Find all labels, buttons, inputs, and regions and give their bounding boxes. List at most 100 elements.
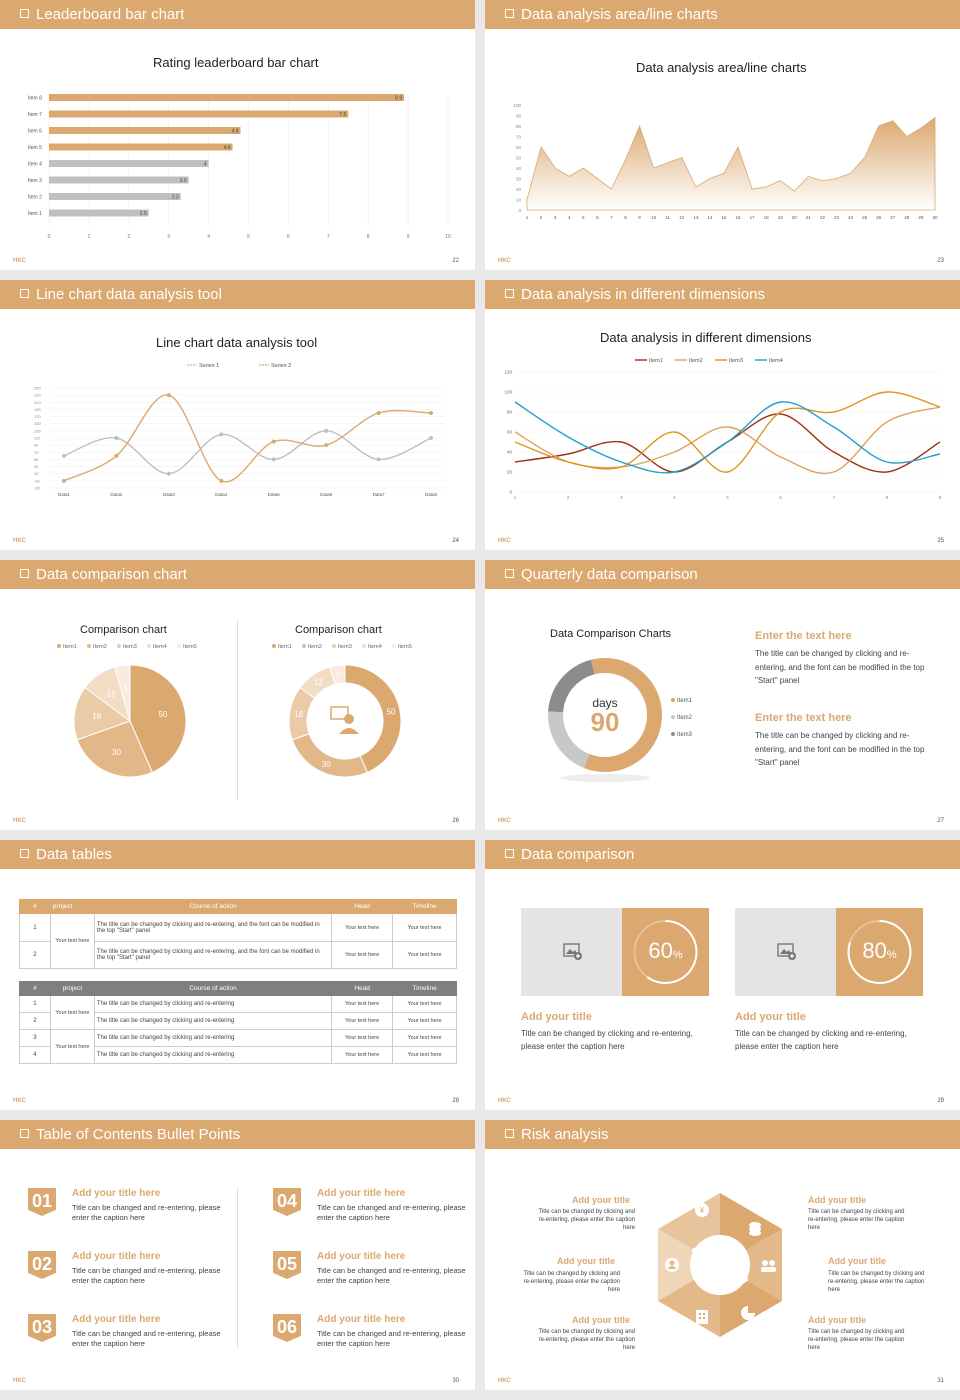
svg-text:¥: ¥ (699, 1206, 705, 1215)
category-label: Item 7 (28, 112, 42, 118)
th-head: Head (331, 981, 394, 996)
cell-action: The title can be changed by clicking and… (93, 995, 333, 1013)
toc-text: Title can be changed and re-entering, pl… (72, 1266, 221, 1285)
legend-swatch (177, 644, 181, 648)
body (339, 728, 359, 734)
tick-label: 7 (327, 234, 330, 240)
image-placeholder[interactable] (735, 908, 836, 996)
segment-1 (720, 1193, 782, 1251)
th-num: # (19, 981, 51, 996)
tick-label: 4 (207, 234, 210, 240)
logo: HKC (498, 818, 511, 824)
page-number: 26 (452, 818, 459, 824)
page-number: 30 (452, 1378, 459, 1384)
pie-slice (114, 664, 131, 722)
percent-value: 80% (836, 938, 923, 964)
risk-text: Title can be changed by clicking and re-… (538, 1209, 635, 1231)
toc-number: 03 (28, 1314, 56, 1342)
th-project: project (49, 899, 95, 914)
divider (237, 1188, 238, 1348)
tick-label: 50 (34, 457, 39, 462)
data-point (114, 436, 119, 440)
tick-label: 110 (34, 436, 41, 441)
percent-value: 60% (622, 938, 709, 964)
slide-dimensions: Data analysis in different dimensions Da… (485, 280, 960, 550)
tick-label: 29 (918, 215, 924, 220)
line-series (63, 430, 432, 475)
data-label: 4.8 (232, 129, 239, 135)
page-number: 31 (937, 1378, 944, 1384)
person-icon (330, 706, 359, 734)
table-header-row: # project Course of action Head Timeline (19, 981, 457, 996)
block-text: The title can be changed by clicking and… (755, 731, 925, 767)
head (344, 714, 354, 724)
tick-label: Data5 (268, 492, 281, 497)
data-point (429, 411, 433, 415)
checkbox-icon (505, 849, 514, 858)
tick-label: 2 (540, 215, 543, 220)
cell-head: Your text here (331, 1012, 394, 1030)
cell-action: The title can be changed by clicking and… (93, 913, 333, 942)
data-point (271, 439, 276, 444)
tick-label: 40 (516, 166, 522, 171)
line-chart-2: 120 100 80 60 40 20 01 2 3 4 5 6 7 8 9 Item1 Item2 Item3 I… (504, 358, 941, 500)
tick-label: 10 (34, 471, 39, 476)
chart-title: Data analysis in different dimensions (600, 330, 812, 345)
legend-swatch (57, 644, 61, 648)
risk-text: Title can be changed by clicking and re-… (808, 1329, 905, 1351)
cell-head: Your text here (331, 995, 394, 1013)
percent-unit: % (886, 949, 897, 961)
bar (49, 160, 209, 167)
percent-number: 60 (648, 938, 673, 963)
toc-title: Add your title here (72, 1188, 161, 1199)
slide-header-text: Data analysis area/line charts (521, 6, 718, 23)
slice-label: 50 (158, 710, 167, 719)
toc-text: Title can be changed and re-entering, pl… (317, 1329, 466, 1348)
tick-label: 70 (516, 135, 522, 140)
image-placeholder[interactable] (521, 908, 622, 996)
chart-title-left: Comparison chart (80, 624, 167, 636)
building-icon (696, 1310, 708, 1324)
tick-label: 3 (620, 495, 623, 500)
coins-icon (749, 1222, 761, 1236)
tick-label: 230 (34, 393, 41, 398)
slide-header-text: Quarterly data comparison (521, 566, 698, 583)
tick-label: 9 (638, 215, 641, 220)
data-point (219, 432, 224, 437)
card-title: Add your title (735, 1011, 806, 1023)
slide-header: Data analysis area/line charts (485, 0, 960, 29)
tick-label: 2 (567, 495, 570, 500)
slice-label: 5 (123, 684, 128, 693)
pie-slice (329, 664, 346, 686)
page-number: 27 (937, 818, 944, 824)
legend-swatch (147, 644, 151, 648)
legend-label: Item2 (308, 644, 322, 650)
tick-label: Data1 (58, 492, 71, 497)
cell-num: 2 (19, 1012, 51, 1030)
chart-title: Line chart data analysis tool (156, 335, 318, 350)
legend-label: Item1 (278, 644, 292, 650)
tick-label: 30 (34, 464, 39, 469)
data-point (114, 453, 119, 458)
slide-header: Data tables (0, 840, 475, 869)
slice-label: 50 (387, 707, 396, 716)
bar-chart: 0 1 2 3 4 5 6 7 8 9 10 Item 8 8.9 Item 7 7.5 Item 6 4.8 I… (28, 94, 451, 240)
table-2: # project Course of action Head Timeline… (19, 981, 457, 1064)
line-series (514, 391, 941, 473)
legend-label: Item3 (729, 358, 743, 364)
area-series (526, 116, 936, 211)
image-icon (563, 943, 582, 960)
slice-label: 12 (107, 689, 116, 698)
logo: HKC (13, 1098, 26, 1104)
tick-label: 190 (34, 407, 41, 412)
legend-swatch (302, 644, 306, 648)
data-point (219, 478, 224, 483)
percent-panel: 60% (622, 908, 709, 996)
slide-header-text: Leaderboard bar chart (36, 6, 185, 23)
tick-label: 70 (34, 450, 39, 455)
line-chart-1: 250 230 210 190 170 150 130 110 90 70 50 30 10 -10 -30… (34, 363, 445, 497)
tick-label: 90 (516, 114, 522, 119)
tick-label: Data7 (373, 492, 386, 497)
toc-title: Add your title here (317, 1314, 406, 1325)
person-icon (665, 1258, 679, 1272)
